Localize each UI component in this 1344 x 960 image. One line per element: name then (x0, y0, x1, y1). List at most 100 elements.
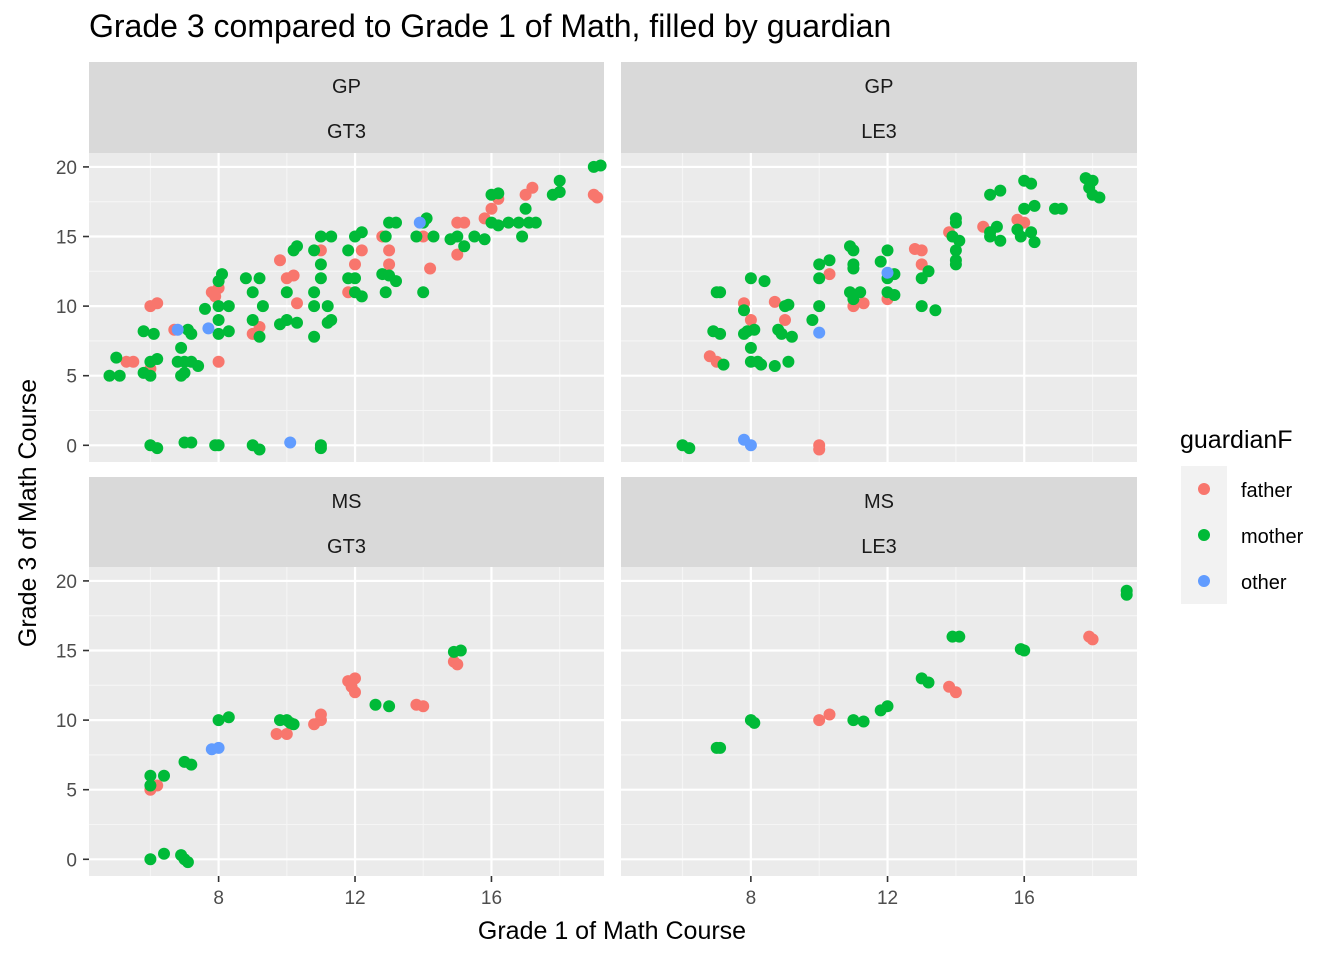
data-point-mother (199, 302, 211, 315)
data-point-mother (222, 300, 235, 313)
data-point-mother (683, 442, 696, 455)
facet-strip-label: GP (865, 76, 894, 98)
data-point-mother (1014, 230, 1027, 243)
data-point-father (451, 658, 464, 671)
data-point-mother (888, 289, 901, 301)
x-tick-label: 16 (1014, 888, 1035, 909)
data-point-other (744, 439, 757, 452)
data-point-mother (775, 327, 788, 340)
x-axis-title: Grade 1 of Math Course (478, 917, 746, 945)
data-point-mother (175, 341, 188, 354)
data-point-mother (147, 327, 160, 340)
x-tick-label: 16 (481, 888, 502, 909)
data-point-father (383, 244, 396, 257)
data-point-mother (280, 314, 293, 326)
data-point-mother (185, 327, 198, 340)
data-point-mother (1028, 236, 1041, 249)
data-point-mother (390, 216, 402, 229)
legend-label-mother: mother (1241, 526, 1304, 548)
data-point-mother (355, 290, 368, 303)
data-point-mother (953, 630, 966, 643)
data-point-father (280, 728, 293, 740)
data-point-mother (216, 268, 228, 281)
data-point-mother (755, 358, 768, 371)
data-point-mother (806, 314, 819, 326)
data-point-mother (390, 275, 402, 288)
data-point-mother (1018, 202, 1031, 215)
data-point-father (212, 355, 225, 368)
facet-strip-label: LE3 (861, 536, 897, 558)
data-point-mother (144, 779, 157, 792)
data-point-mother (342, 244, 355, 257)
data-point-mother (325, 314, 338, 326)
data-point-mother (492, 219, 505, 232)
data-point-mother (349, 272, 361, 285)
data-point-mother (110, 351, 123, 364)
data-point-other (881, 266, 894, 279)
data-point-mother (813, 258, 826, 271)
facet-panel: GP LE3 (621, 62, 1137, 462)
data-point-mother (379, 230, 392, 243)
facet-strip (89, 477, 604, 568)
data-point-mother (714, 741, 727, 754)
data-point-mother (314, 272, 327, 285)
data-point-mother (454, 644, 467, 657)
data-point-other (813, 326, 826, 339)
data-point-father (417, 700, 430, 713)
data-point-mother (144, 769, 157, 782)
data-point-father (823, 708, 836, 721)
y-tick-label: 20 (56, 158, 77, 179)
facet-strip (621, 477, 1137, 568)
legend-label-father: father (1241, 480, 1292, 502)
data-point-father (915, 244, 928, 257)
data-point-father (949, 686, 962, 699)
data-point-mother (857, 715, 870, 728)
data-point-mother (782, 355, 795, 368)
data-point-mother (519, 202, 532, 215)
data-point-mother (881, 700, 894, 713)
data-point-father (813, 714, 826, 727)
data-point-mother (239, 272, 252, 285)
data-point-mother (984, 188, 997, 201)
data-point-mother (151, 442, 164, 455)
data-point-mother (185, 436, 198, 449)
x-tick-label: 8 (213, 888, 224, 909)
data-point-mother (813, 272, 826, 285)
data-point-mother (782, 298, 795, 311)
data-point-mother (308, 330, 321, 343)
data-point-mother (929, 304, 942, 317)
data-point-father (779, 314, 791, 326)
data-point-father (744, 314, 757, 326)
facet-panel: GP GT3 0 5 10 15 20 (56, 62, 607, 462)
y-tick-label: 10 (56, 711, 77, 732)
data-point-mother (1120, 584, 1133, 597)
x-tick-label: 12 (344, 888, 365, 909)
data-point-other (413, 216, 426, 229)
data-point-mother (847, 244, 860, 257)
facet-strip-label: MS (864, 491, 894, 513)
data-point-mother (178, 853, 191, 866)
data-point-mother (321, 300, 334, 313)
y-axis-title: Grade 3 of Math Course (14, 379, 42, 647)
data-point-mother (553, 174, 566, 187)
y-tick-label: 15 (56, 228, 77, 249)
data-point-mother (458, 240, 471, 253)
facet-strip-label: MS (332, 491, 362, 513)
data-point-mother (314, 442, 327, 455)
data-point-mother (253, 443, 266, 456)
data-point-father (451, 248, 464, 261)
facet-strip-label: GT3 (327, 121, 366, 143)
data-point-mother (748, 716, 761, 729)
chart-title: Grade 3 compared to Grade 1 of Math, fil… (89, 8, 892, 44)
y-tick-label: 20 (56, 572, 77, 593)
data-point-mother (137, 325, 150, 338)
data-point-mother (949, 258, 962, 271)
data-point-mother (1093, 191, 1106, 204)
data-point-mother (953, 234, 966, 247)
panel-background (621, 567, 1137, 876)
data-point-mother (246, 286, 259, 299)
data-point-mother (744, 341, 757, 354)
data-point-father (526, 181, 539, 194)
data-point-mother (874, 255, 887, 268)
data-point-father (355, 244, 368, 257)
